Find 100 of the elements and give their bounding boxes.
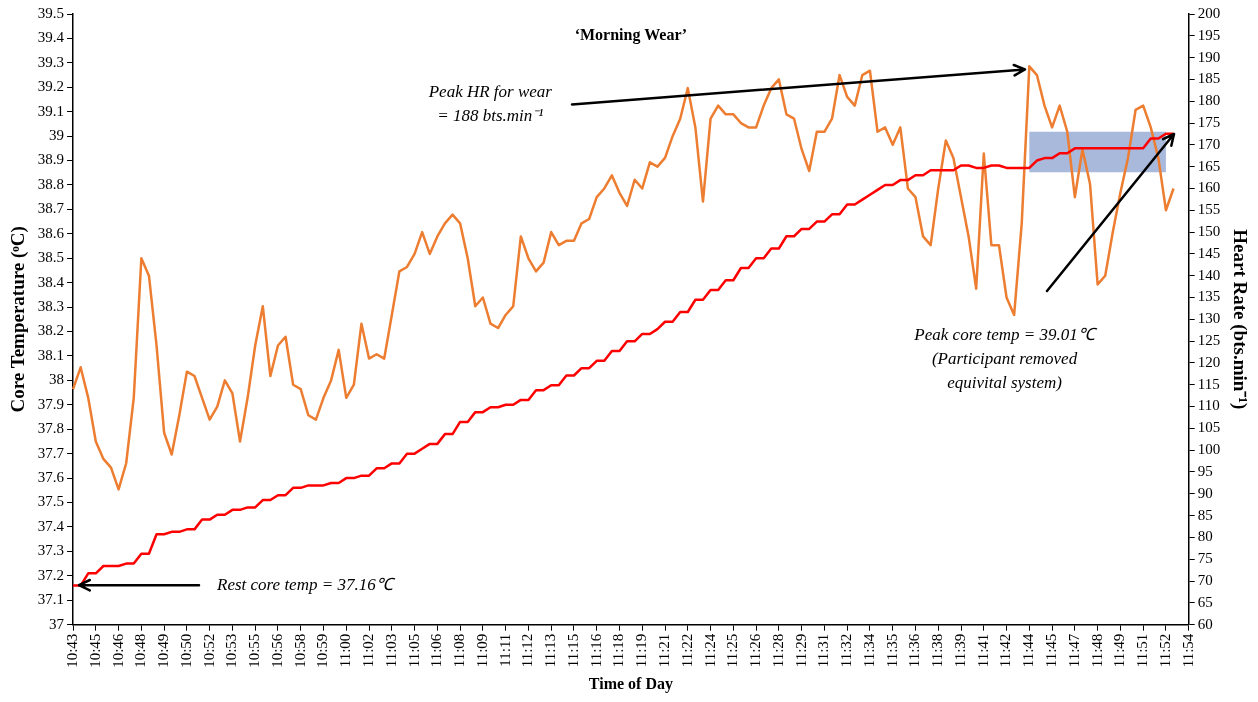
x-tick-label: 10:55 [246, 633, 263, 668]
y2-tick-label: 190 [1197, 48, 1221, 65]
x-tick-label: 11:08 [451, 633, 468, 668]
y-tick-label: 37.8 [37, 420, 65, 437]
x-tick-label: 11:31 [815, 633, 832, 668]
y-tick-label: 39.3 [37, 53, 65, 70]
y-tick-label: 39 [49, 127, 65, 144]
y2-tick-label: 115 [1197, 375, 1220, 392]
y2-tick-label: 170 [1197, 135, 1221, 152]
x-tick-label: 10:48 [132, 633, 149, 668]
x-tick-label: 11:02 [359, 633, 376, 668]
y-tick-label: 38.7 [37, 200, 65, 217]
x-tick-label: 11:32 [838, 633, 855, 668]
y-tick-label: 39.5 [37, 4, 65, 21]
x-tick-label: 11:49 [1111, 633, 1128, 668]
x-tick-label: 10:43 [63, 633, 80, 668]
y2-tick-label: 125 [1197, 332, 1221, 349]
y2-tick-label: 135 [1197, 288, 1221, 305]
x-tick-label: 11:12 [519, 633, 536, 668]
y2-tick-label: 195 [1197, 26, 1221, 43]
x-tick-label: 11:11 [496, 633, 513, 667]
x-tick-label: 11:03 [382, 633, 399, 668]
x-tick-label: 11:48 [1088, 633, 1105, 668]
x-tick-label: 11:16 [587, 633, 604, 668]
y-tick-label: 37.6 [37, 469, 65, 486]
y-tick-label: 39.2 [37, 78, 65, 95]
y2-tick-label: 85 [1197, 506, 1213, 523]
y2-axis-title: Heart Rate (bts.min⁻¹) [1228, 229, 1251, 410]
x-tick-label: 11:19 [633, 633, 650, 668]
y-tick-label: 37.1 [37, 591, 65, 608]
y2-tick-label: 155 [1197, 201, 1221, 218]
y2-tick-label: 60 [1197, 615, 1213, 632]
y-tick-label: 37.3 [37, 542, 65, 559]
x-tick-label: 11:51 [1134, 633, 1151, 668]
x-tick-label: 10:56 [268, 633, 285, 668]
x-tick-label: 11:25 [724, 633, 741, 668]
x-tick-label: 11:22 [678, 633, 695, 668]
x-tick-label: 11:54 [1179, 633, 1196, 668]
annotation: Peak HR for wear = 188 bts.min⁻¹ [427, 81, 553, 125]
y-tick-label: 38.9 [37, 151, 65, 168]
y2-tick-label: 120 [1197, 353, 1221, 370]
x-tick-label: 11:39 [951, 633, 968, 668]
x-tick-label: 10:45 [86, 633, 103, 668]
x-tick-label: 11:06 [428, 633, 445, 668]
y-tick-label: 38 [49, 371, 65, 388]
y2-tick-label: 100 [1197, 441, 1221, 458]
y-tick-label: 38.5 [37, 249, 65, 266]
x-tick-label: 11:13 [542, 633, 559, 668]
y-tick-label: 38.8 [37, 175, 65, 192]
x-tick-label: 11:24 [701, 633, 718, 668]
x-tick-label: 11:35 [883, 633, 900, 668]
x-tick-label: 11:38 [929, 633, 946, 668]
y-tick-label: 38.1 [37, 346, 65, 363]
y-tick-label: 37 [49, 615, 65, 632]
annotation: Peak core temp = 39.01℃ (Participant removed equivital system) [913, 325, 1098, 393]
x-tick-label: 11:42 [997, 633, 1014, 668]
x-tick-label: 11:00 [337, 633, 354, 668]
x-tick-label: 11:52 [1156, 633, 1173, 668]
y2-tick-label: 180 [1197, 92, 1221, 109]
x-tick-label: 10:50 [177, 633, 194, 668]
text: ‘Morning Wear’ [574, 26, 688, 45]
y2-tick-label: 105 [1197, 419, 1221, 436]
x-tick-label: 11:29 [792, 633, 809, 668]
y2-tick-label: 200 [1197, 4, 1221, 21]
x-tick-label: 10:58 [291, 633, 308, 668]
annotation: Rest core temp = 37.16℃ [216, 575, 396, 595]
x-tick-label: 11:41 [974, 633, 991, 668]
y2-tick-label: 90 [1197, 484, 1213, 501]
x-tick-label: 10:49 [155, 633, 172, 668]
y2-tick-label: 75 [1197, 550, 1213, 567]
x-tick-label: 11:18 [610, 633, 627, 668]
y2-tick-label: 70 [1197, 571, 1213, 588]
y2-tick-label: 145 [1197, 244, 1221, 261]
y2-tick-label: 95 [1197, 462, 1213, 479]
y2-tick-label: 80 [1197, 528, 1213, 545]
x-tick-label: 10:46 [109, 633, 126, 668]
y2-tick-label: 185 [1197, 70, 1221, 87]
x-axis-title: Time of Day [588, 674, 673, 693]
y-axis-title: Core Temperature (ᵒC) [7, 226, 30, 413]
y-tick-label: 37.9 [37, 395, 65, 412]
x-tick-label: 11:47 [1065, 633, 1082, 668]
y2-tick-label: 130 [1197, 310, 1221, 327]
x-tick-label: 11:34 [860, 633, 877, 668]
y-tick-label: 37.2 [37, 566, 65, 583]
y-tick-label: 37.7 [37, 444, 65, 461]
y-tick-label: 37.5 [37, 493, 65, 510]
y2-tick-label: 140 [1197, 266, 1221, 283]
x-tick-label: 11:15 [564, 633, 581, 668]
x-tick-label: 11:05 [405, 633, 422, 668]
y-tick-label: 38.3 [37, 298, 65, 315]
x-tick-label: 11:09 [473, 633, 490, 668]
x-tick-label: 11:45 [1043, 633, 1060, 668]
x-tick-label: 10:53 [223, 633, 240, 668]
y-tick-label: 38.4 [37, 273, 65, 290]
x-tick-label: 10:59 [314, 633, 331, 668]
y2-tick-label: 175 [1197, 113, 1221, 130]
y-tick-label: 38.2 [37, 322, 65, 339]
y2-tick-label: 165 [1197, 157, 1221, 174]
y2-tick-label: 110 [1197, 397, 1220, 414]
y2-tick-label: 160 [1197, 179, 1221, 196]
